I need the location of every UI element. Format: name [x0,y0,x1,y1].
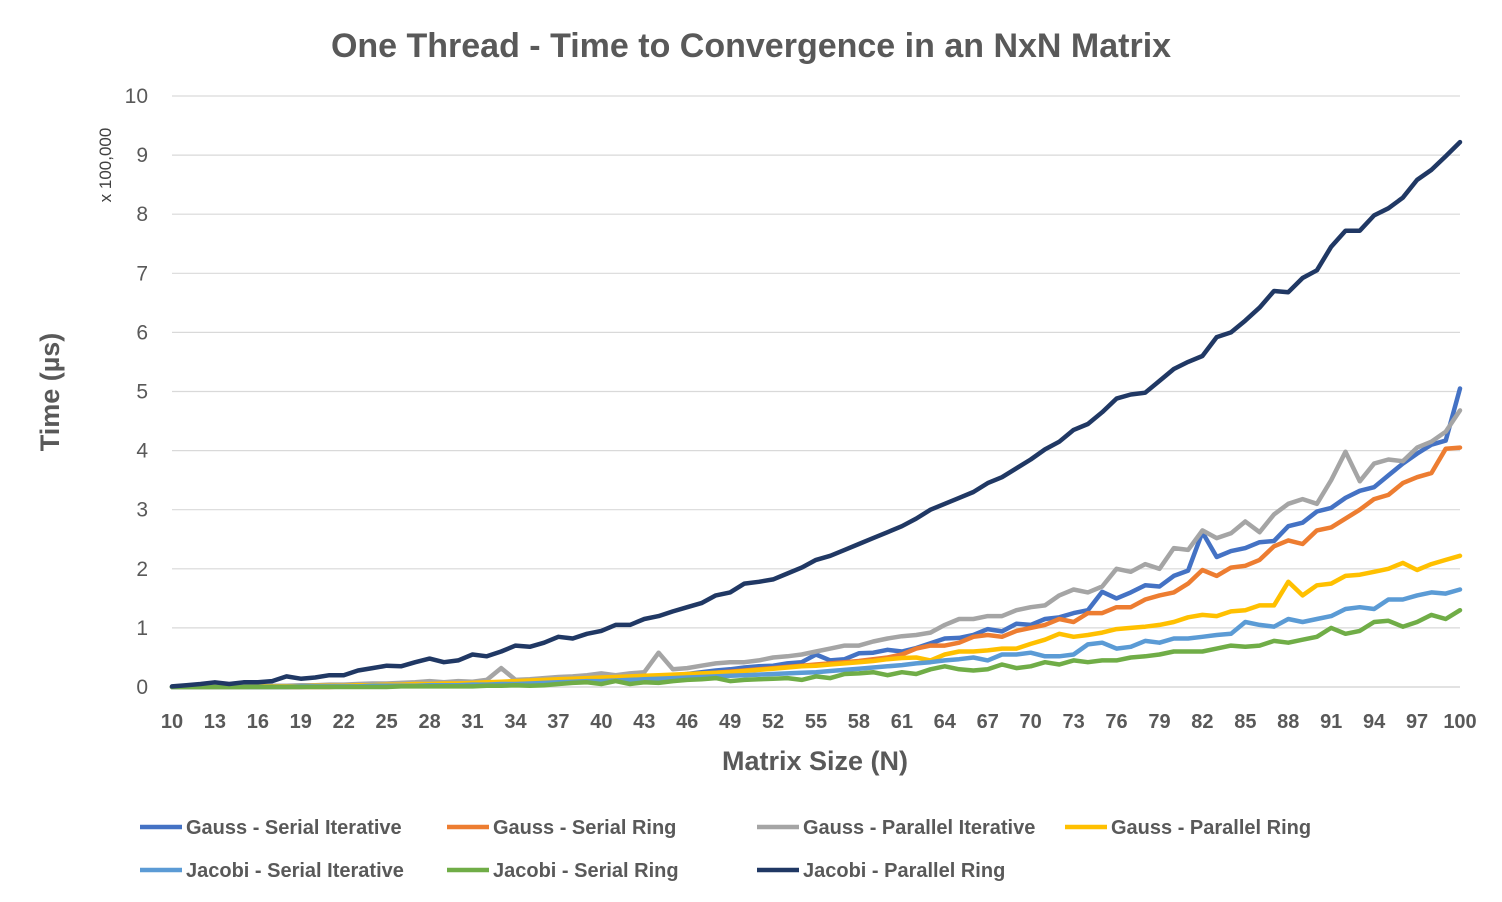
x-tick-label: 73 [1062,711,1084,733]
x-tick-label: 61 [891,711,913,733]
x-tick-label: 34 [504,711,527,733]
x-tick-label: 55 [805,711,827,733]
x-tick-label: 67 [977,711,999,733]
y-tick-label: 6 [136,321,148,344]
x-tick-label: 70 [1020,711,1042,733]
x-tick-label: 64 [934,711,957,733]
y-axis-ticks: 0 1 2 3 4 5 6 7 8 9 10 [125,85,149,699]
legend-label: Jacobi - Parallel Ring [803,860,1005,882]
x-tick-label: 88 [1277,711,1299,733]
legend-label: Jacobi - Serial Iterative [186,860,404,882]
y-tick-label: 5 [136,381,148,404]
y-tick-label: 4 [136,440,148,463]
y-axis-label: Time (µs) [35,333,65,452]
x-tick-label: 58 [848,711,870,733]
series-lines [169,139,1463,690]
x-tick-label: 82 [1191,711,1213,733]
y-tick-label: 0 [136,676,148,699]
gridlines [172,95,1460,629]
legend-label: Gauss - Serial Ring [493,817,676,839]
x-axis-ticks: 10 13 16 19 22 25 28 31 34 37 40 43 46 49 52 55 58 61 64 67… [161,711,1477,733]
y-tick-label: 1 [136,617,148,640]
x-tick-label: 31 [461,711,483,733]
x-tick-label: 97 [1406,711,1428,733]
x-tick-label: 100 [1443,711,1476,733]
legend-item: Gauss - Parallel Ring [1065,817,1311,839]
series-line-jacobi-serial-ring [169,607,1463,690]
x-tick-label: 85 [1234,711,1256,733]
y-tick-label: 9 [136,144,148,167]
legend-item: Jacobi - Serial Ring [447,860,679,882]
legend-label: Gauss - Parallel Iterative [803,817,1035,839]
y-axis-unit-label: x 100,000 [96,128,115,203]
legend: Gauss - Serial Iterative Gauss - Serial R… [140,817,1311,882]
series-line-jacobi-parallel-ring [169,139,1463,689]
legend-item: Gauss - Serial Ring [447,817,676,839]
y-tick-label: 8 [136,203,148,226]
y-tick-label: 2 [136,558,148,581]
x-tick-label: 52 [762,711,784,733]
x-tick-label: 94 [1363,711,1386,733]
x-tick-label: 25 [376,711,398,733]
x-tick-label: 76 [1105,711,1127,733]
x-tick-label: 46 [676,711,698,733]
x-tick-label: 40 [590,711,612,733]
legend-label: Jacobi - Serial Ring [493,860,679,882]
legend-label: Gauss - Serial Iterative [186,817,402,839]
x-tick-label: 79 [1148,711,1170,733]
x-tick-label: 10 [161,711,183,733]
legend-item: Gauss - Parallel Iterative [757,817,1035,839]
chart-title: One Thread - Time to Convergence in an N… [331,27,1171,65]
x-axis-label: Matrix Size (N) [722,746,908,776]
legend-item: Gauss - Serial Iterative [140,817,402,839]
y-tick-label: 10 [125,85,148,108]
legend-label: Gauss - Parallel Ring [1111,817,1311,839]
x-tick-label: 49 [719,711,741,733]
x-tick-label: 13 [204,711,226,733]
x-tick-label: 43 [633,711,655,733]
x-tick-label: 16 [247,711,269,733]
legend-item: Jacobi - Parallel Ring [757,860,1005,882]
x-tick-label: 19 [290,711,312,733]
x-tick-label: 28 [418,711,440,733]
y-tick-label: 7 [136,262,148,285]
x-tick-label: 37 [547,711,569,733]
legend-item: Jacobi - Serial Iterative [140,860,404,882]
x-tick-label: 91 [1320,711,1342,733]
x-tick-label: 22 [333,711,355,733]
y-tick-label: 3 [136,499,148,522]
